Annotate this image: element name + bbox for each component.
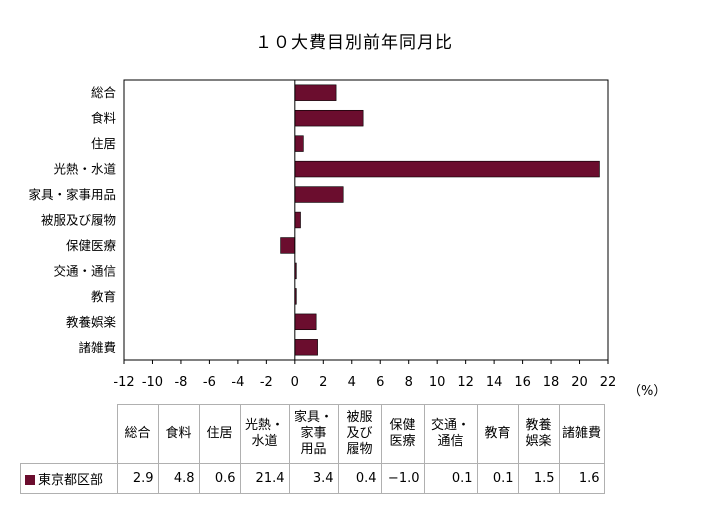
data-label: 4.8 bbox=[157, 463, 200, 494]
series-label-cell: 東京都区部 bbox=[20, 463, 118, 494]
x-tick-label: -2 bbox=[260, 375, 273, 390]
x-tick-label: -12 bbox=[113, 375, 134, 390]
table-header-text: 保健 bbox=[389, 418, 416, 433]
x-tick-label: -6 bbox=[203, 375, 216, 390]
table-header-cell: 家具・ 家事 用品 bbox=[288, 404, 339, 464]
category-label: 食料 bbox=[91, 111, 117, 126]
data-label: 3.4 bbox=[288, 463, 339, 494]
bar bbox=[294, 211, 301, 229]
bar bbox=[294, 339, 318, 356]
category-label: 家具・家事用品 bbox=[28, 187, 116, 202]
table-header-text: 諸雑費 bbox=[561, 426, 601, 441]
x-tick-label: 20 bbox=[571, 375, 588, 390]
table-header-cell: 教育 bbox=[476, 404, 519, 464]
data-table: 総合 食料 住居 光熱・ 水道 家具・ 家事 用品 被服 及び 履物 保健 医療 交通・ 通信 教育 教養 娯楽諸… bbox=[20, 404, 605, 494]
x-tick-label: 18 bbox=[543, 375, 560, 390]
table-header-text: 通信 bbox=[437, 434, 464, 449]
bar bbox=[294, 313, 317, 331]
category-label: 教育 bbox=[91, 289, 116, 304]
data-label: 1.5 bbox=[517, 463, 560, 494]
table-header-text: 食料 bbox=[165, 426, 192, 441]
series-name: 東京都区部 bbox=[38, 473, 104, 488]
data-label: 0.1 bbox=[423, 463, 478, 494]
table-header-cell: 光熱・ 水道 bbox=[239, 404, 290, 464]
table-header-cell: 総合 bbox=[116, 404, 159, 464]
table-header-text: 総合 bbox=[124, 426, 151, 441]
table-header-cell: 住居 bbox=[198, 404, 241, 464]
chart-title: １０大費目別前年同月比 bbox=[255, 33, 453, 53]
x-tick-label: 22 bbox=[600, 375, 617, 390]
category-label: 住居 bbox=[91, 136, 116, 151]
category-label: 教養娯楽 bbox=[66, 314, 117, 329]
x-tick-label: 6 bbox=[376, 375, 384, 390]
legend-swatch bbox=[25, 475, 35, 485]
x-tick-label: -4 bbox=[231, 375, 244, 390]
x-tick-label: 10 bbox=[429, 375, 446, 390]
table-header-text: 家事 bbox=[300, 426, 327, 441]
bar bbox=[294, 109, 364, 127]
category-label: 総合 bbox=[91, 85, 117, 100]
category-label: 交通・通信 bbox=[53, 263, 116, 278]
category-label: 諸雑費 bbox=[78, 340, 116, 355]
table-header-cell: 食料 bbox=[157, 404, 200, 464]
bar-chart: 総合食料住居光熱・水道家具・家事用品被服及び履物保健医療交通・通信教育教養娯楽諸… bbox=[28, 79, 617, 390]
category-label: 保健医療 bbox=[66, 238, 117, 253]
table-header-text: 光熱・ bbox=[244, 418, 284, 433]
category-label: 被服及び履物 bbox=[41, 213, 116, 228]
table-header-cell: 被服 及び 履物 bbox=[337, 404, 382, 464]
table-header-row: 総合 食料 住居 光熱・ 水道 家具・ 家事 用品 被服 及び 履物 保健 医療 交通・ 通信 教育 教養 娯楽諸… bbox=[21, 404, 605, 464]
x-tick-label: 2 bbox=[319, 375, 327, 390]
bar bbox=[294, 84, 337, 101]
table-header-cell: 交通・ 通信 bbox=[423, 404, 478, 464]
data-label: 0.1 bbox=[476, 463, 519, 494]
table-header-text: 被服 bbox=[346, 410, 373, 425]
table-header-text: 交通・ bbox=[430, 418, 470, 433]
bar bbox=[280, 237, 296, 254]
unit-label: （%） bbox=[628, 384, 667, 399]
data-label: 1.6 bbox=[558, 463, 605, 494]
x-tick-label: 8 bbox=[405, 375, 413, 390]
table-header-text: 履物 bbox=[346, 442, 373, 457]
bar bbox=[294, 135, 304, 152]
x-tick-label: 14 bbox=[486, 375, 503, 390]
table-header-text: 住居 bbox=[206, 426, 233, 441]
table-corner bbox=[21, 405, 118, 464]
x-tick-label: -8 bbox=[174, 375, 187, 390]
x-tick-label: 12 bbox=[457, 375, 474, 390]
x-tick-label: 16 bbox=[514, 375, 531, 390]
data-label: 0.4 bbox=[337, 463, 382, 494]
table-header-cell: 教養 娯楽 bbox=[517, 404, 560, 464]
data-label: 21.4 bbox=[239, 463, 290, 494]
table-row: 東京都区部 2.9 4.8 0.6 21.4 3.4 0.4 −1.0 0.1 0.1 1.5 1.6 bbox=[20, 463, 605, 494]
data-label: 0.6 bbox=[198, 463, 241, 494]
x-tick-label: 4 bbox=[348, 375, 356, 390]
plot-frame bbox=[123, 79, 609, 361]
table-header-text: 医療 bbox=[389, 434, 416, 449]
table-header-text: 娯楽 bbox=[525, 434, 552, 449]
data-label: −1.0 bbox=[380, 463, 425, 494]
table-header-cell: 諸雑費 bbox=[558, 404, 605, 464]
table-header-text: 教育 bbox=[484, 426, 511, 441]
x-tick-label: -10 bbox=[142, 375, 163, 390]
x-tick-label: 0 bbox=[291, 375, 299, 390]
data-label: 2.9 bbox=[116, 463, 159, 494]
table-header-cell: 保健 医療 bbox=[380, 404, 425, 464]
bar bbox=[294, 186, 344, 203]
table-header-text: 及び bbox=[346, 426, 373, 441]
category-label: 光熱・水道 bbox=[53, 162, 116, 177]
table-header-text: 家具・ bbox=[293, 410, 333, 425]
table-header-text: 用品 bbox=[300, 442, 327, 457]
table-header-text: 水道 bbox=[251, 434, 278, 449]
bar bbox=[294, 160, 600, 178]
table-header-text: 教養 bbox=[525, 418, 552, 433]
